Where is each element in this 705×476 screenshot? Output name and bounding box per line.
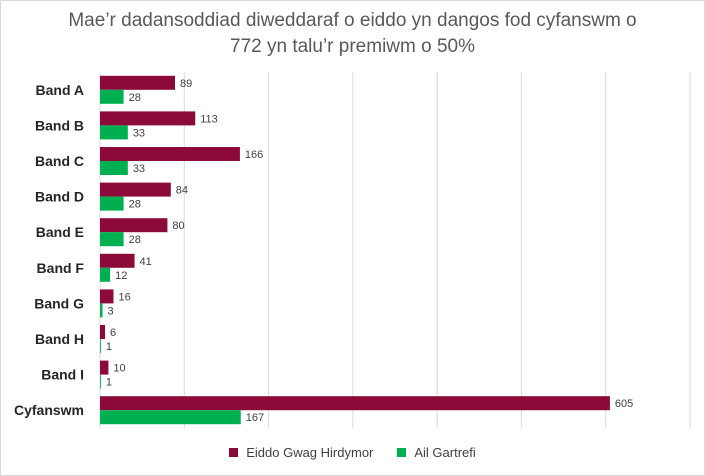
data-label-series-2: 167: [246, 412, 264, 424]
legend-swatch-series-2: [397, 448, 407, 457]
bar-series-1: [100, 325, 106, 339]
bar-series-2: [100, 196, 124, 211]
data-label-series-1: 16: [118, 291, 130, 303]
bar-series-1: [100, 111, 196, 126]
category-label: Band D: [35, 189, 84, 205]
bar-series-1: [100, 75, 176, 90]
data-label-series-1: 41: [140, 256, 152, 268]
data-label-series-2: 33: [133, 127, 145, 139]
data-label-series-2: 28: [129, 92, 141, 104]
data-label-series-2: 33: [133, 163, 145, 175]
legend-item-series-2: Ail Gartrefi: [397, 445, 476, 460]
legend-swatch-series-1: [229, 448, 239, 457]
bar-series-1: [100, 253, 135, 268]
category-label: Band H: [35, 331, 84, 347]
bars: [100, 75, 610, 425]
category-label: Band C: [35, 153, 84, 169]
legend: Eiddo Gwag Hirdymor Ail Gartrefi: [0, 445, 705, 460]
chart-title-line-1: Mae’r dadansoddiad diweddaraf o eiddo yn…: [68, 10, 637, 31]
bar-series-2: [100, 339, 101, 353]
bar-series-2: [100, 125, 128, 140]
category-label: Band E: [36, 224, 84, 240]
data-label-series-1: 6: [110, 327, 116, 339]
bar-series-2: [100, 303, 103, 318]
category-label: Cyfanswm: [14, 402, 84, 418]
data-label-series-2: 3: [108, 305, 114, 317]
data-label-series-1: 605: [615, 398, 633, 410]
data-label-series-2: 28: [129, 234, 141, 246]
data-label-series-1: 84: [176, 185, 188, 197]
bar-series-2: [100, 89, 124, 104]
data-label-series-2: 1: [106, 377, 112, 389]
chart-title: Mae’r dadansoddiad diweddaraf o eiddo yn…: [40, 8, 665, 60]
data-label-series-2: 28: [129, 199, 141, 211]
data-label-series-1: 113: [200, 113, 218, 125]
legend-item-series-1: Eiddo Gwag Hirdymor: [229, 445, 373, 460]
chart-title-line-2: 772 yn talu’r premiwm o 50%: [230, 36, 475, 57]
data-label-series-1: 10: [113, 363, 125, 375]
legend-label-series-2: Ail Gartrefi: [414, 445, 476, 460]
bar-series-2: [100, 232, 124, 247]
bar-series-1: [100, 147, 240, 161]
bar-series-1: [100, 289, 114, 304]
data-label-series-2: 12: [115, 270, 127, 282]
bar-series-1: [100, 396, 610, 411]
data-label-series-1: 89: [180, 78, 192, 90]
bar-series-1: [100, 182, 171, 197]
bar-series-1: [100, 360, 109, 375]
category-label: Band I: [41, 367, 84, 383]
bar-series-2: [100, 267, 111, 282]
category-label: Band G: [34, 295, 84, 311]
bar-series-2: [100, 161, 128, 175]
data-label-series-1: 80: [172, 220, 184, 232]
bar-series-2: [100, 374, 101, 389]
bar-series-1: [100, 218, 168, 233]
legend-label-series-1: Eiddo Gwag Hirdymor: [246, 445, 374, 460]
category-label: Band A: [36, 82, 84, 98]
category-label: Band F: [37, 260, 85, 276]
data-label-series-2: 1: [106, 341, 112, 353]
bar-series-2: [100, 410, 241, 425]
category-label: Band B: [35, 117, 84, 133]
data-label-series-1: 166: [245, 149, 263, 161]
